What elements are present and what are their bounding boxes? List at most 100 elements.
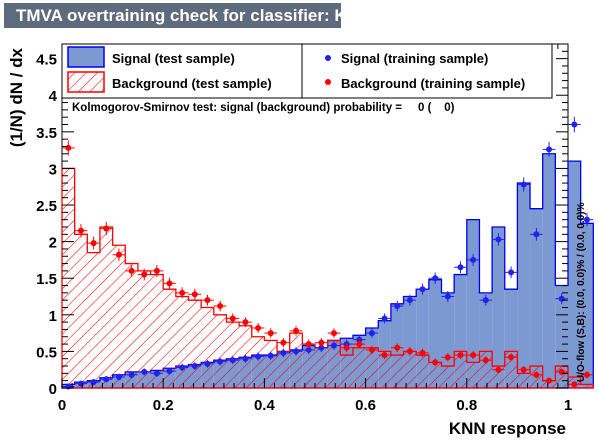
background-test-bar [188, 300, 202, 388]
background-training-point [466, 350, 480, 360]
background-training-point [340, 343, 353, 353]
legend-label-signal-train: Signal (training sample) [341, 51, 488, 66]
background-training-point [302, 339, 315, 349]
ks-test-text: Kolmogorov-Smirnov test: signal (backgro… [72, 102, 455, 114]
signal-training-point [428, 272, 442, 284]
signal-training-point [213, 357, 227, 366]
legend-label-signal-test: Signal (test sample) [112, 51, 235, 66]
y-tick-label: 4 [49, 88, 58, 105]
background-test-bar [340, 355, 353, 388]
signal-training-point [188, 362, 202, 370]
background-training-point [87, 236, 100, 250]
signal-training-point [504, 266, 518, 279]
signal-test-bar [517, 183, 531, 388]
background-test-bar [378, 351, 391, 388]
chart-title: TMVA overtraining check for classifier: … [4, 3, 371, 28]
background-test-bar [352, 347, 366, 388]
background-training-point [99, 221, 113, 235]
background-test-bar [201, 307, 214, 388]
background-test-bar [289, 333, 303, 388]
signal-test-bar [580, 223, 594, 388]
background-training-point [568, 381, 581, 388]
signal-training-point [416, 283, 429, 295]
background-training-point [492, 366, 505, 374]
background-test-bar [150, 274, 164, 388]
legend-swatch-signal-test [67, 46, 105, 68]
background-training-point [251, 323, 265, 333]
signal-training-point [150, 369, 164, 377]
background-test-bar [492, 366, 505, 388]
background-training-point [390, 343, 404, 353]
background-training-point [226, 313, 240, 324]
signal-training-point [277, 348, 290, 358]
background-training-point [289, 326, 303, 336]
y-tick-label: 0 [49, 381, 57, 398]
background-training-point [517, 366, 531, 374]
x-tick-label: 1 [564, 397, 572, 414]
signal-training-point [542, 141, 556, 157]
background-training-point [530, 371, 543, 379]
background-training-point [352, 339, 366, 349]
signal-test-bar [492, 226, 505, 388]
signal-training-point [137, 368, 151, 376]
background-training-point [264, 328, 278, 338]
background-training-point [315, 338, 328, 348]
signal-training-point [201, 359, 214, 368]
background-test-bar [99, 226, 113, 388]
background-training-point [125, 264, 138, 277]
background-training-point [188, 288, 202, 300]
signal-training-point [226, 356, 240, 365]
background-training-point [365, 345, 379, 355]
y-axis-label: (1/N) dN / dx [7, 47, 26, 147]
x-tick-label: 0.8 [456, 397, 477, 414]
signal-training-point [441, 291, 455, 302]
background-training-point [112, 248, 126, 261]
background-training-point [504, 353, 518, 362]
signal-training-point [492, 233, 505, 246]
signal-training-point [99, 376, 113, 383]
background-test-bar [542, 380, 556, 388]
background-test-bar [74, 234, 88, 388]
signal-test-bar [441, 292, 455, 388]
background-test-bar [580, 384, 594, 388]
signal-training-point [239, 354, 252, 363]
signal-training-point [327, 341, 341, 350]
x-tick-label: 0.4 [254, 397, 276, 414]
y-tick-label: 3.5 [36, 125, 57, 142]
background-test-bar [277, 351, 290, 388]
background-test-bar [175, 296, 189, 388]
background-training-point [277, 338, 290, 348]
background-test-bar [428, 362, 442, 388]
signal-training-point [251, 352, 265, 361]
background-test-bar [441, 366, 455, 388]
background-test-bar [466, 362, 480, 388]
background-test-bar [213, 314, 227, 388]
x-tick-label: 0 [58, 397, 66, 414]
background-test-histogram [61, 167, 594, 389]
background-test-bar [302, 344, 315, 388]
x-axis-label: KNN response [449, 419, 566, 438]
signal-training-point [403, 294, 417, 306]
background-training-point [327, 328, 341, 338]
signal-training-point [112, 373, 126, 381]
background-test-bar [226, 322, 240, 388]
background-training-point [137, 268, 151, 281]
signal-training-point [264, 351, 278, 360]
background-test-bar [264, 340, 278, 388]
background-test-bar [163, 289, 176, 388]
legend-marker-background-train [325, 79, 331, 85]
y-tick-label: 4.5 [36, 52, 57, 69]
background-test-bar [87, 252, 100, 388]
background-training-point [201, 294, 214, 306]
x-tick-label: 0.2 [153, 397, 174, 414]
signal-training-point [175, 363, 189, 372]
signal-training-point [580, 213, 594, 227]
signal-test-bar [568, 161, 581, 388]
background-training-point [479, 356, 493, 365]
signal-training-point [365, 328, 379, 338]
background-training-point [454, 350, 467, 360]
signal-training-point [163, 367, 176, 375]
background-test-bar [327, 340, 341, 388]
signal-training-point [517, 177, 531, 192]
